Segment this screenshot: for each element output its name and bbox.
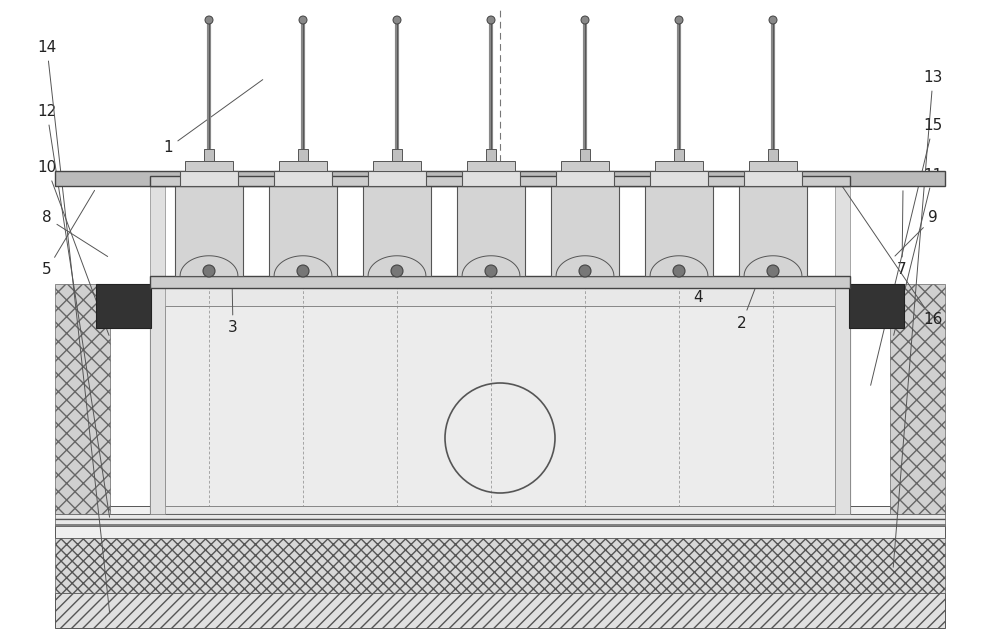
Bar [150,186,165,514]
Bar [150,284,850,514]
Text: 2: 2 [737,226,779,330]
Bar [363,186,431,276]
Bar [650,171,708,186]
Circle shape [673,265,685,277]
Bar [551,186,619,276]
Bar [645,186,713,276]
Text: 12: 12 [37,105,110,517]
Text: 14: 14 [37,40,110,613]
Bar [55,284,110,514]
Bar [849,284,904,328]
Bar [204,149,214,161]
Bar [185,161,233,171]
Text: 11: 11 [894,168,943,336]
Bar [55,538,945,593]
Circle shape [205,16,213,24]
Bar [580,149,590,161]
Bar [298,149,308,161]
Bar [96,284,151,328]
Bar [462,171,520,186]
Bar [486,149,496,161]
Bar [835,186,850,514]
Text: 10: 10 [37,161,109,336]
Circle shape [391,265,403,277]
Circle shape [297,265,309,277]
Bar [556,171,614,186]
Bar [55,506,945,514]
Circle shape [299,16,307,24]
Bar [744,171,802,186]
Bar [467,161,515,171]
Text: 5: 5 [42,190,95,278]
Text: 7: 7 [897,191,907,278]
Bar [55,593,945,628]
Bar [674,149,684,161]
Circle shape [487,16,495,24]
Circle shape [581,16,589,24]
Bar [180,171,238,186]
Circle shape [579,265,591,277]
Bar [749,161,797,171]
Bar [373,161,421,171]
Bar [175,186,243,276]
Text: 13: 13 [893,71,943,567]
Bar [368,171,426,186]
Text: 9: 9 [895,211,938,256]
Bar [890,284,945,514]
Circle shape [203,265,215,277]
Text: 1: 1 [163,80,263,156]
Bar [150,176,850,186]
Bar [165,306,835,506]
Circle shape [769,16,777,24]
Bar [392,149,402,161]
Circle shape [393,16,401,24]
Bar [55,171,945,186]
Text: 4: 4 [693,226,703,306]
Text: 16: 16 [842,185,943,327]
Text: 3: 3 [228,179,238,336]
Bar [768,149,778,161]
Text: 15: 15 [871,119,943,385]
Bar [55,526,945,538]
Bar [269,186,337,276]
Bar [561,161,609,171]
Bar [279,161,327,171]
Text: 8: 8 [42,211,108,256]
Bar [274,171,332,186]
Circle shape [485,265,497,277]
Bar [55,514,945,526]
Bar [150,276,850,288]
Bar [739,186,807,276]
Text: 6: 6 [197,230,218,261]
Bar [655,161,703,171]
Circle shape [767,265,779,277]
Circle shape [675,16,683,24]
Bar [457,186,525,276]
